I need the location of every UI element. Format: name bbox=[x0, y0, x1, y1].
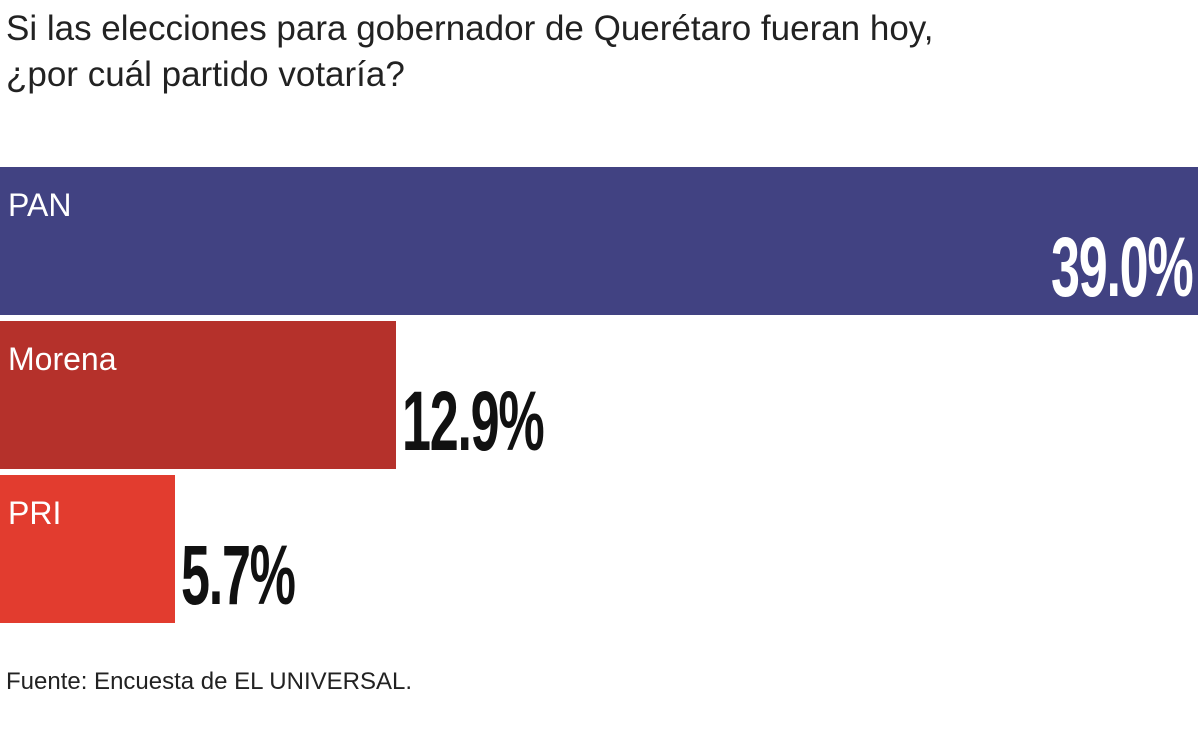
bar-pri: PRI bbox=[0, 475, 176, 623]
category-label: PRI bbox=[8, 495, 62, 531]
value-label: 12.9% bbox=[402, 374, 545, 468]
category-label: PAN bbox=[8, 187, 72, 223]
category-label: Morena bbox=[8, 341, 117, 377]
bar-morena: Morena bbox=[0, 321, 397, 469]
bar-pan: PAN bbox=[0, 167, 1198, 315]
chart-title-line-1: Si las elecciones para gobernador de Que… bbox=[6, 9, 934, 48]
value-label: 39.0% bbox=[1050, 220, 1194, 314]
source-note: Fuente: Encuesta de EL UNIVERSAL. bbox=[6, 668, 412, 695]
chart-title: Si las elecciones para gobernador de Que… bbox=[6, 6, 933, 98]
chart-title-line-2: ¿por cuál partido votaría? bbox=[6, 55, 405, 94]
value-label: 5.7% bbox=[181, 528, 296, 622]
